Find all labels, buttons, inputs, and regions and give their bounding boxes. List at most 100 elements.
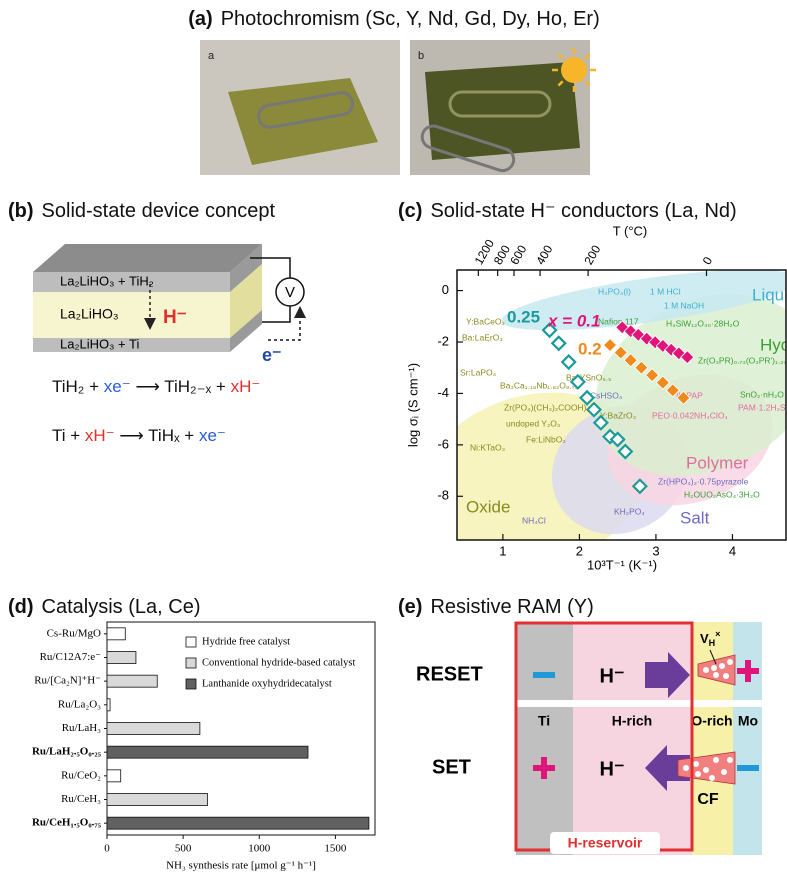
vacancy-base: V (700, 631, 709, 646)
vacancy-dot (695, 771, 701, 777)
panel-label: (a) (188, 8, 212, 30)
sun-ray (557, 80, 564, 87)
compound-label: H₄SiW₁₂O₄₀·28H₂O (666, 318, 740, 328)
minus-sign (533, 672, 555, 678)
ion-arrow (645, 745, 690, 791)
vacancy-dot (713, 757, 719, 763)
bar (106, 651, 137, 664)
panel-title-text: Solid-state device concept (42, 200, 276, 222)
equation-part: xH⁻ (85, 426, 115, 445)
x2-tick-label: 400 (533, 242, 555, 267)
y-tick-label: Ru/CeH₃ (61, 793, 101, 805)
data-point (645, 368, 660, 383)
x-tick-label: 1 (499, 543, 506, 558)
photo-label: b (418, 50, 424, 62)
panel-title: (a) Photochromism (Sc, Y, Nd, Gd, Dy, Ho,… (188, 8, 599, 30)
panel-title-text: Catalysis (La, Ce) (42, 596, 201, 618)
slab-side (230, 264, 262, 338)
y-tick-label: Ru/LaH₂.₅O₀.₂₅ (32, 746, 102, 758)
equation-part: TiH₂ + (52, 377, 104, 396)
row-label: RESET (416, 663, 483, 685)
data-point (631, 327, 646, 342)
x2-axis-title: T (°C) (613, 223, 648, 238)
plot-area: Y:BaCeO₃ Ba:LaErO₃ Sr:LaPO₄Ba₃Ca₁.₁₈Nb₁.₈₂… (457, 270, 787, 540)
x-tick-label: 4 (729, 543, 736, 558)
layer-label: La₂LiHO₃ (60, 306, 119, 322)
vacancy-sub: H (709, 638, 716, 648)
region-label: Hydrate (760, 335, 787, 354)
ion-label: H⁻ (163, 307, 187, 328)
y-tick-label: Ru/C12A7:e⁻ (40, 651, 102, 663)
slab-top (33, 244, 262, 272)
reservoir-tag (550, 832, 660, 854)
vacancy-dot (719, 663, 725, 669)
paperclip (257, 91, 355, 129)
compound-label: Y:BaCeO₃ (466, 316, 505, 326)
column-label: H-rich (612, 713, 652, 729)
electron-label: e⁻ (262, 345, 282, 365)
data-point (680, 350, 695, 365)
vacancy-sup: × (715, 629, 720, 639)
x-axis-title: 10³T⁻¹ (K⁻¹) (587, 557, 657, 572)
sun-ray (557, 53, 564, 60)
voltmeter-label: V (285, 284, 295, 301)
x-tick-label: 0 (104, 843, 110, 855)
slab-side (230, 310, 262, 352)
data-point (579, 389, 596, 406)
data-point (585, 401, 603, 418)
compound-label: IISPAP (676, 390, 703, 400)
data-point (613, 345, 628, 360)
panel-title: (e) Resistive RAM (Y) (398, 596, 594, 618)
panel-title-text: Photochromism (Sc, Y, Nd, Gd, Dy, Ho, Er… (221, 8, 600, 30)
compound-label: PEO·0.042NH₄ClO₄ (652, 410, 728, 420)
vacancy-dot (709, 775, 715, 781)
vacancy-dot (711, 665, 717, 671)
plus-sign (541, 757, 547, 779)
divider (414, 700, 762, 707)
photo-film (425, 62, 580, 160)
data-point (560, 354, 577, 371)
x-tick-label: 2 (576, 543, 583, 558)
column-label: Mo (738, 713, 758, 729)
electron-path (268, 306, 306, 341)
region-label: Polymer (686, 453, 749, 472)
compound-label: Sr:LaPO₄ (460, 367, 497, 377)
data-point (617, 443, 634, 460)
bar (106, 674, 158, 688)
vacancy-label: VH× (700, 629, 720, 648)
bar (106, 816, 370, 830)
panel-title: (c) Solid-state H⁻ conductors (La, Nd) (398, 200, 737, 222)
compound-label: Ba₃Ca₁.₁₈Nb₁.₈₂O₈.₇₃ (500, 380, 578, 390)
bar (106, 722, 201, 735)
equation-part: Ti + (52, 426, 85, 445)
ion-arrow (645, 652, 690, 698)
legend-label: Hydride free catalyst (202, 636, 290, 647)
compound-label: 1 M NaOH (664, 300, 704, 310)
compound-label: Zr(PO₄)(CH₃)₂COOH) (504, 402, 587, 412)
filament-label: CF (697, 791, 719, 808)
data-point (550, 335, 567, 352)
vacancy-dot (723, 673, 729, 679)
compound-label: PAM·1.2H₂SO₄ (738, 402, 787, 412)
data-point (639, 331, 654, 346)
series-label: 0.2 (578, 339, 602, 358)
panel-title-text: Solid-state H⁻ conductors (La, Nd) (430, 200, 736, 222)
y-tick-label: -2 (437, 333, 449, 348)
slab-layer (33, 292, 230, 338)
equation-part: ⟶ TiHₓ + (115, 426, 199, 445)
equation-part: xe⁻ (104, 377, 131, 396)
compound-label: CsHSO₄ (590, 390, 623, 400)
y-tick-label: -6 (437, 436, 449, 451)
data-point (631, 478, 648, 495)
y-axis-title: log σᵢ (S cm⁻¹) (405, 363, 420, 447)
compound-label: Zr(O₃PR)₀.₇₃(O₃PR')₁.₂₇·5.9H₂O (698, 355, 787, 365)
data-point (601, 428, 619, 445)
compound-label: Ba₂YSnO₅.₅ (566, 372, 612, 382)
bar (106, 793, 208, 806)
voltmeter (275, 277, 305, 307)
series-label: 0.25 (507, 307, 540, 326)
compound-label: SnO₂·nH₂O (740, 389, 784, 399)
compound-label: Zr(HPO₄)₂·0.75pyrazole (658, 476, 749, 486)
equation-part: ⟶ TiH₂₋ₓ + (131, 377, 231, 396)
sun-ray (584, 53, 591, 60)
